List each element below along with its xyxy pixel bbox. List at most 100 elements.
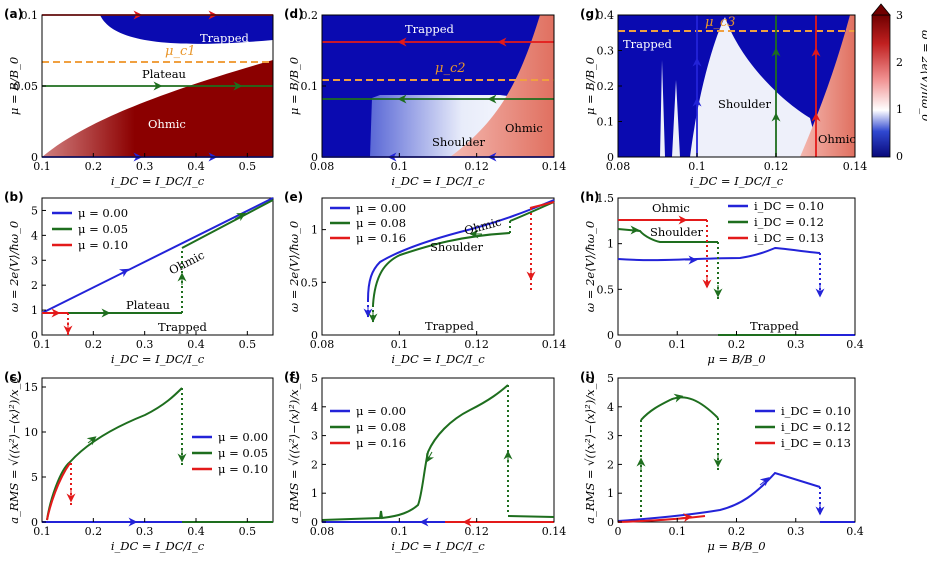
legend-item: i_DC = 0.10: [754, 199, 824, 213]
x-tick-label: 0.12: [464, 338, 489, 351]
x-tick-label: 0.4: [187, 160, 205, 173]
y-axis-label: ω = 2e⟨V⟩/ħω_0: [583, 221, 597, 312]
panel-d: Trapped Shoulder Ohmic μ_c2: [321, 14, 555, 162]
mu-c-label: μ_c2: [435, 61, 466, 76]
series-line-green: [46, 387, 183, 521]
x-tick-label: 0.3: [787, 338, 805, 351]
x-tick-label: 0.12: [764, 160, 789, 173]
y-tick-label: 4: [607, 401, 614, 414]
panel-i: i_DC = 0.10 i_DC = 0.12 i_DC = 0.13: [617, 377, 856, 523]
x-tick-label: 0.12: [464, 525, 489, 538]
legend: i_DC = 0.10 i_DC = 0.12 i_DC = 0.13: [728, 199, 824, 245]
legend-item: μ = 0.08: [356, 216, 406, 230]
x-axis-label: μ = B/B_0: [707, 539, 765, 553]
curve-label: Plateau: [126, 298, 170, 312]
y-tick-label: 4: [311, 401, 318, 414]
x-tick-label: 0.5: [239, 338, 257, 351]
colorbar-tick: 1: [896, 103, 903, 116]
region-label: Trapped: [623, 37, 673, 51]
y-tick-label: 1: [311, 487, 318, 500]
x-tick-label: 0.1: [688, 160, 706, 173]
sweep-arrow: [234, 212, 246, 222]
x-tick-label: 0: [615, 338, 622, 351]
y-tick-label: 0: [607, 329, 614, 342]
x-tick-label: 0.1: [33, 525, 51, 538]
sweep-arrow: [759, 477, 770, 487]
legend-item: i_DC = 0.12: [754, 215, 824, 229]
series-line-red: [46, 462, 71, 521]
x-tick-label: 0.1: [669, 525, 687, 538]
ohmic-region: [42, 60, 273, 157]
series-line-red: [617, 515, 706, 523]
x-tick-label: 0.1: [669, 338, 687, 351]
x-tick-label: 0.08: [310, 338, 335, 351]
sweep-arrow: [425, 451, 435, 463]
series-line-green: [181, 199, 274, 249]
x-tick-label: 0.3: [136, 525, 154, 538]
panel-letter: (f): [284, 370, 300, 384]
x-axis-label: i_DC = I_DC/I_c: [111, 352, 205, 366]
series-line-green: [617, 228, 718, 243]
y-tick-label: 0.05: [14, 80, 39, 93]
y-tick-label: 3: [31, 254, 38, 267]
y-tick-label: 0.1: [597, 116, 615, 129]
region-label: Plateau: [142, 67, 186, 81]
colorbar-label: ω = 2e⟨V⟩/ħω_0: [919, 30, 927, 121]
y-tick-label: 0.5: [597, 283, 615, 296]
legend-item: μ = 0.16: [356, 436, 406, 450]
x-tick-label: 0.14: [843, 160, 868, 173]
colorbar: [871, 14, 891, 158]
panel-letter: (a): [4, 7, 23, 21]
y-tick-label: 0.2: [301, 9, 319, 22]
x-tick-label: 0.14: [542, 338, 567, 351]
series-line-blue: [617, 471, 821, 522]
panel-letter: (g): [580, 7, 600, 21]
y-tick-label: 5: [311, 372, 318, 385]
x-tick-label: 0.1: [33, 338, 51, 351]
x-tick-label: 0.2: [85, 525, 103, 538]
legend-item: μ = 0.10: [218, 462, 268, 476]
axes-layer: 0.1 0.2 0.3 0.4 0.5 0 0.05 0.1 i_DC = I_DC/I_c μ …: [4, 7, 867, 553]
legend: μ = 0.00 μ = 0.08 μ = 0.16: [330, 404, 406, 450]
x-axis-label: i_DC = I_DC/I_c: [111, 539, 205, 553]
y-axis-label: a_RMS = √(⟨x²⟩−⟨x⟩²)/x_0: [7, 376, 21, 523]
legend-item: i_DC = 0.10: [781, 404, 851, 418]
panel-letter: (i): [580, 370, 595, 384]
x-tick-label: 0.1: [391, 160, 409, 173]
mu-c-label: μ_c1: [165, 44, 196, 59]
region-label: Trapped: [200, 31, 250, 45]
y-tick-label: 0: [31, 516, 38, 529]
colorbar-cap: [871, 3, 891, 16]
x-tick-label: 0.3: [787, 525, 805, 538]
x-tick-label: 0.2: [85, 160, 103, 173]
series-line-blue: [617, 246, 821, 262]
legend-item: μ = 0.00: [78, 206, 128, 220]
x-tick-label: 0.1: [33, 160, 51, 173]
jump-line: [372, 221, 511, 322]
region-label: Ohmic: [505, 121, 543, 135]
ohmic-region: [800, 15, 855, 157]
legend: μ = 0.00 μ = 0.05 μ = 0.10: [52, 206, 128, 252]
x-tick-label: 0.2: [728, 338, 746, 351]
y-tick-label: 5: [31, 471, 38, 484]
y-tick-label: 0: [311, 516, 318, 529]
x-axis-label: i_DC = I_DC/I_c: [391, 352, 485, 366]
legend-item: μ = 0.16: [356, 231, 406, 245]
x-tick-label: 0.2: [85, 338, 103, 351]
curve-label: Trapped: [158, 320, 208, 334]
y-tick-label: 0.2: [597, 80, 615, 93]
panel-e: Ohmic Shoulder Trapped μ = 0.00 μ = 0.08…: [321, 197, 555, 336]
y-axis-label: a_RMS = √(⟨x²⟩−⟨x⟩²)/x_0: [583, 376, 597, 523]
colorbar-tick: 2: [896, 56, 903, 69]
panel-letter: (e): [284, 190, 303, 204]
legend-item: μ = 0.08: [356, 420, 406, 434]
y-tick-label: 3: [607, 430, 614, 443]
jump-line: [640, 418, 719, 522]
region-label: Shoulder: [718, 97, 771, 111]
y-tick-label: 1: [607, 238, 614, 251]
x-tick-label: 0.08: [310, 525, 335, 538]
y-tick-label: 0: [607, 151, 614, 164]
y-tick-label: 0.5: [301, 276, 319, 289]
y-tick-label: 0: [607, 516, 614, 529]
y-axis-label: μ = B/B_0: [583, 57, 597, 115]
